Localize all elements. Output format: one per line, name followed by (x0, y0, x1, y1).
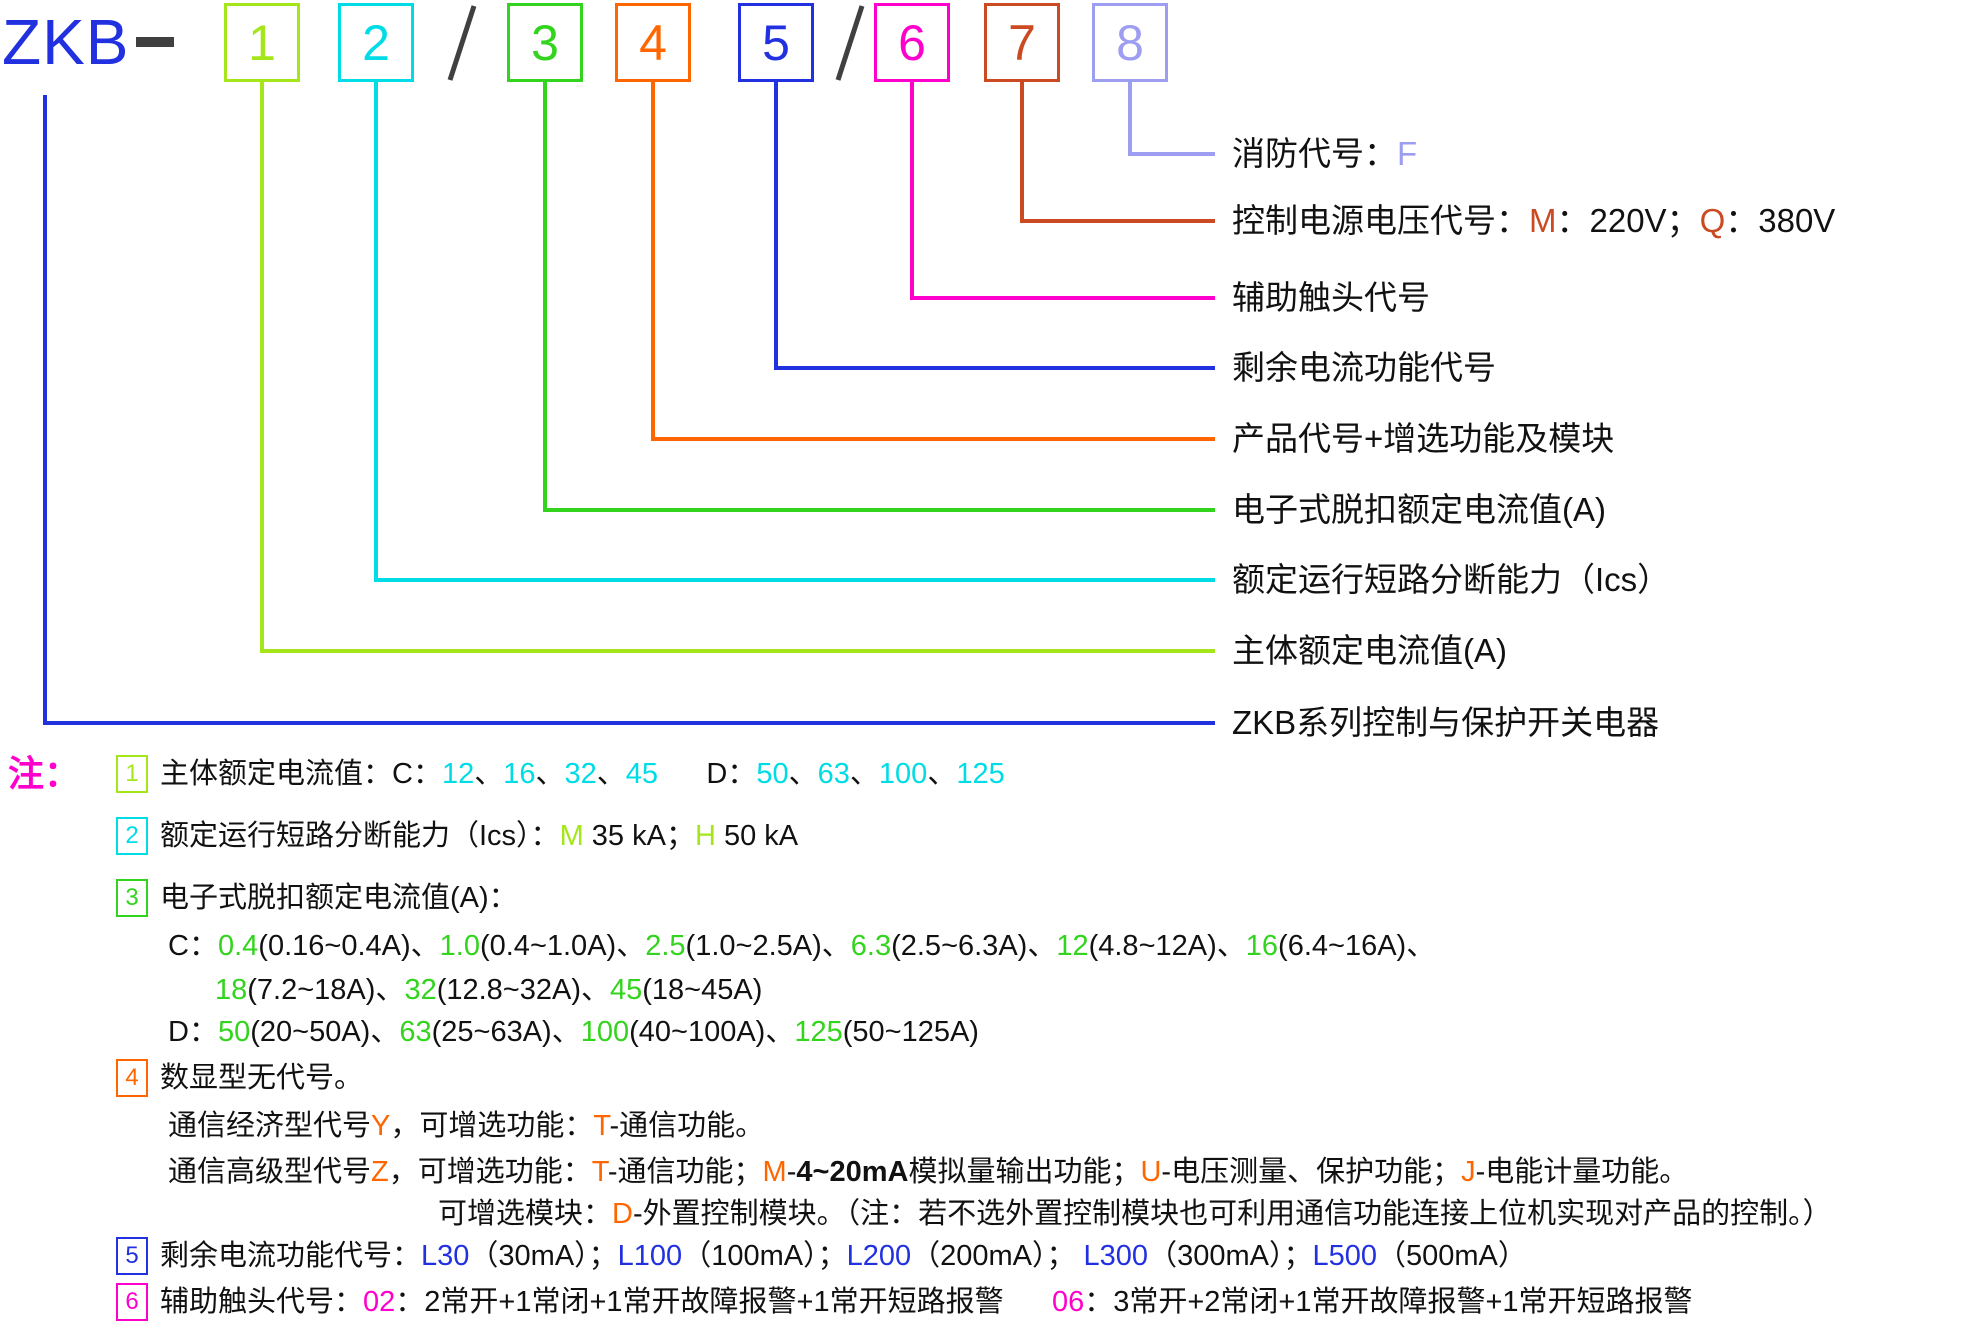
code-box-2-digit: 2 (362, 14, 390, 71)
code-box-4-digit: 4 (639, 14, 667, 71)
label-control-voltage-code: 控制电源电压代号：M：220V；Q：380V (1232, 202, 1836, 239)
code-box-3: 3 (507, 3, 583, 82)
note-5-text: 剩余电流功能代号：L30（30mA）；L100（100mA）；L200（200m… (160, 1240, 1527, 1272)
note-3-line-c1: C：0.4(0.16~0.4A)、1.0(0.4~1.0A)、2.5(1.0~2… (168, 930, 1436, 962)
note-number-4: 4 (116, 1059, 148, 1097)
note-6-text: 辅助触头代号：02：2常开+1常闭+1常开故障报警+1常开短路报警 06：3常开… (160, 1286, 1693, 1318)
label-fire-code: 消防代号：F (1232, 135, 1418, 172)
connector-line-series (43, 95, 1215, 725)
label-breaking-capacity: 额定运行短路分断能力（Ics） (1232, 561, 1671, 598)
note-3-text: 电子式脱扣额定电流值(A)： (160, 882, 518, 914)
note-number-5-digit: 5 (125, 1242, 139, 1269)
note-number-3: 3 (116, 879, 148, 917)
code-box-3-digit: 3 (531, 14, 559, 71)
label-residual-current-code: 剩余电流功能代号 (1232, 349, 1496, 386)
code-box-7-digit: 7 (1008, 14, 1036, 71)
connector-line-box3 (543, 82, 1215, 512)
note-number-5: 5 (116, 1237, 148, 1275)
label-main-rated-current: 主体额定电流值(A) (1232, 632, 1507, 669)
note-number-1-digit: 1 (125, 760, 139, 787)
note-4-line-module: 可增选模块：D-外置控制模块。（注：若不选外置控制模块也可利用通信功能连接上位机… (438, 1198, 1832, 1230)
connector-line-box8 (1128, 82, 1215, 156)
code-box-4: 4 (615, 3, 691, 82)
code-box-2: 2 (338, 3, 414, 82)
connector-line-box5 (774, 82, 1215, 370)
notes-heading: 注： (8, 753, 81, 794)
code-box-8-digit: 8 (1116, 14, 1144, 71)
label-product-code-modules: 产品代号+增选功能及模块 (1232, 420, 1615, 457)
connector-line-box1 (260, 82, 1215, 653)
slash-separator-2 (835, 5, 865, 81)
connector-line-box4 (651, 82, 1215, 441)
note-3-line-c2: 18(7.2~18A)、32(12.8~32A)、45(18~45A) (215, 974, 763, 1006)
note-number-6: 6 (116, 1283, 148, 1321)
note-4-text: 数显型无代号。 (160, 1062, 364, 1094)
slash-separator-1 (447, 5, 477, 81)
note-4-line-economy: 通信经济型代号Y，可增选功能：T-通信功能。 (168, 1110, 765, 1142)
note-number-3-digit: 3 (125, 884, 139, 911)
label-series-name: ZKB系列控制与保护开关电器 (1232, 704, 1660, 741)
note-number-6-digit: 6 (125, 1288, 139, 1315)
note-2-text: 额定运行短路分断能力（Ics）：M 35 kA；H 50 kA (160, 820, 799, 852)
code-box-1-digit: 1 (248, 14, 276, 71)
series-code-text: ZKB (2, 6, 130, 78)
note-number-4-digit: 4 (125, 1064, 139, 1091)
note-1-text: 主体额定电流值：C：12、16、32、45 D：50、63、100、125 (160, 758, 1005, 790)
note-4-line-advanced: 通信高级型代号Z，可增选功能：T-通信功能；M-4~20mA模拟量输出功能；U-… (168, 1156, 1689, 1188)
label-aux-contact-code: 辅助触头代号 (1232, 279, 1430, 316)
connector-line-box6 (910, 82, 1215, 300)
connector-line-box7 (1020, 82, 1215, 223)
note-3-line-d: D：50(20~50A)、63(25~63A)、100(40~100A)、125… (168, 1016, 979, 1048)
code-box-8: 8 (1092, 3, 1168, 82)
code-box-7: 7 (984, 3, 1060, 82)
note-number-2: 2 (116, 817, 148, 855)
label-electronic-trip-current: 电子式脱扣额定电流值(A) (1232, 491, 1606, 528)
code-box-1: 1 (224, 3, 300, 82)
code-box-5-digit: 5 (762, 14, 790, 71)
note-number-2-digit: 2 (125, 822, 139, 849)
connector-line-box2 (374, 82, 1215, 582)
code-box-5: 5 (738, 3, 814, 82)
code-box-6-digit: 6 (898, 14, 926, 71)
note-number-1: 1 (116, 755, 148, 793)
code-box-6: 6 (874, 3, 950, 82)
